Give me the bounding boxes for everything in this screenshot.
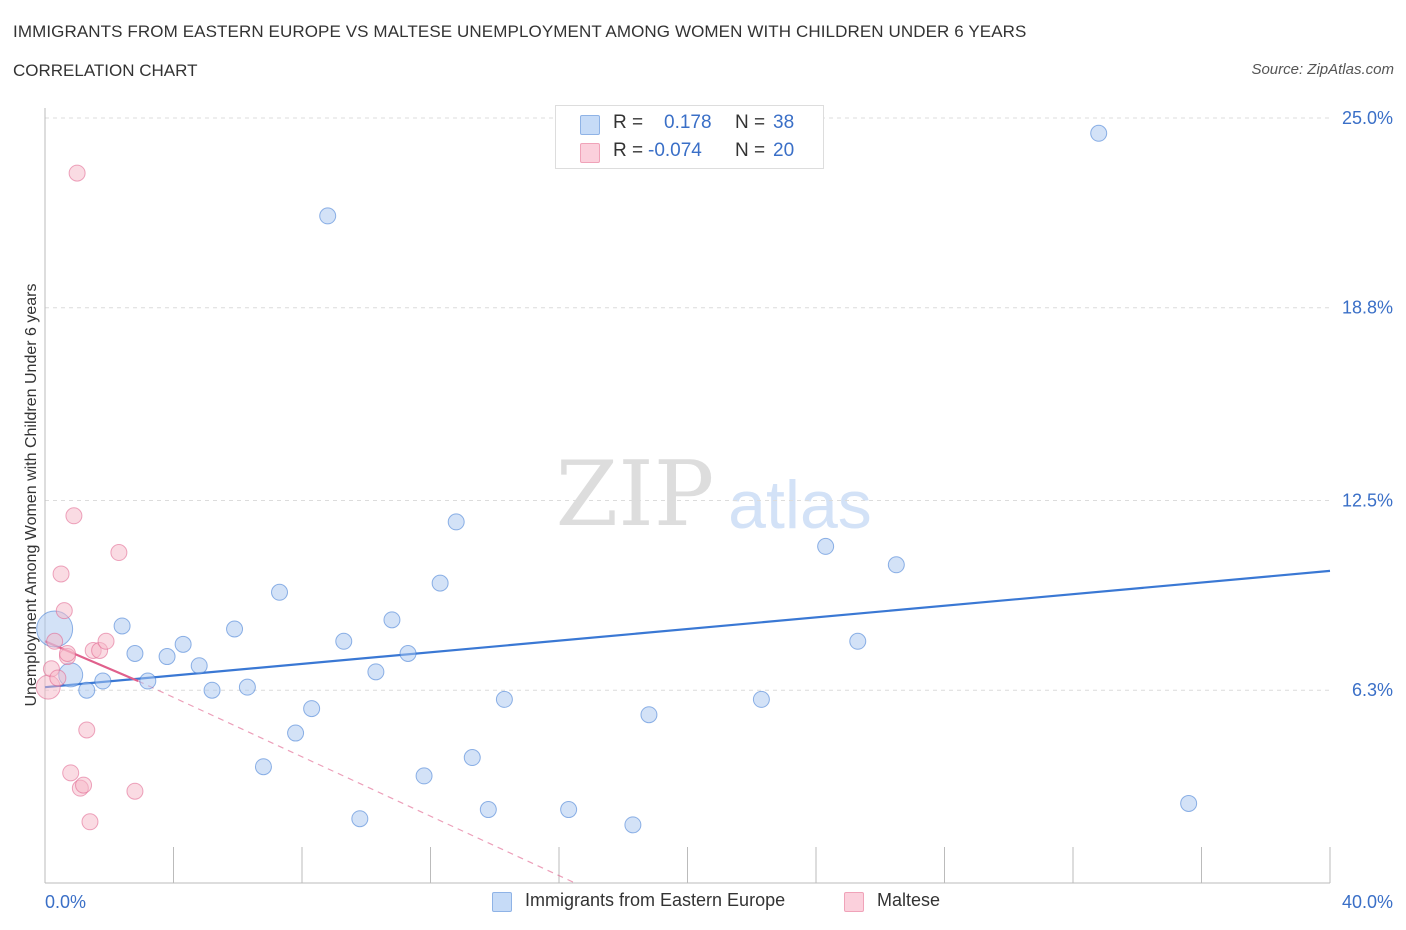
scatter-point-eastern-europe: [319, 207, 337, 225]
scatter-point-eastern-europe: [254, 758, 272, 776]
scatter-point-maltese: [46, 632, 64, 650]
scatter-point-maltese: [58, 645, 76, 662]
scatter-point-eastern-europe: [174, 635, 192, 653]
scatter-point-eastern-europe: [479, 801, 497, 819]
scatter-point-eastern-europe: [126, 645, 144, 662]
source-label: Source: ZipAtlas.com: [1251, 61, 1394, 78]
scatter-point-eastern-europe: [287, 724, 305, 742]
scatter-point-eastern-europe: [351, 810, 369, 828]
scatter-point-maltese: [75, 776, 93, 794]
watermark-atlas: atlas: [728, 467, 872, 543]
legend-n-value-maltese: 20: [773, 140, 795, 161]
scatter-point-eastern-europe: [113, 617, 131, 635]
y-tick-label: 6.3%: [1352, 680, 1393, 700]
bottom-legend-label-maltese: Maltese: [877, 890, 941, 910]
legend-r-value-eastern-europe: 0.178: [664, 112, 712, 133]
scatter-point-eastern-europe: [431, 574, 449, 592]
scatter-point-eastern-europe: [1090, 124, 1108, 142]
scatter-point-eastern-europe: [139, 672, 157, 690]
scatter-point-maltese: [78, 721, 96, 739]
scatter-point-eastern-europe: [190, 657, 208, 675]
y-tick-label: 25.0%: [1342, 108, 1393, 128]
bottom-legend-swatch-eastern-europe: [492, 892, 512, 912]
legend-n-value-eastern-europe: 38: [773, 112, 795, 133]
scatter-point-eastern-europe: [303, 700, 321, 718]
correlation-legend: R = 0.178 N = 38 R = -0.074 N = 20: [555, 105, 824, 169]
trend-line: [44, 640, 139, 683]
scatter-point-eastern-europe: [415, 767, 433, 785]
scatter-point-maltese: [55, 602, 73, 620]
scatter-point-eastern-europe: [447, 513, 465, 531]
scatter-point-maltese: [68, 164, 86, 182]
trend-line: [44, 569, 1331, 689]
scatter-point-eastern-europe: [752, 690, 770, 708]
scatter-point-eastern-europe: [226, 620, 244, 638]
scatter-point-maltese: [110, 544, 128, 562]
x-tick-label: 0.0%: [45, 892, 86, 912]
scatter-point-eastern-europe: [849, 632, 867, 650]
legend-swatch-maltese: [580, 143, 600, 163]
legend-n-label: N =: [735, 112, 766, 133]
bottom-legend-label-eastern-europe: Immigrants from Eastern Europe: [525, 890, 786, 910]
scatter-point-eastern-europe: [624, 816, 642, 834]
watermark-zip: ZIP: [556, 442, 715, 547]
scatter-point-eastern-europe: [887, 556, 905, 574]
legend-swatch-eastern-europe: [580, 115, 600, 135]
chart-subtitle: CORRELATION CHART: [13, 61, 198, 80]
y-axis-label: Unemployment Among Women with Children U…: [23, 283, 40, 707]
scatter-point-eastern-europe: [640, 706, 658, 724]
scatter-point-eastern-europe: [1180, 794, 1198, 812]
scatter-point-eastern-europe: [271, 583, 289, 601]
scatter-point-maltese: [52, 565, 70, 583]
scatter-point-eastern-europe: [495, 690, 513, 708]
scatter-point-eastern-europe: [817, 537, 835, 555]
scatter-point-eastern-europe: [383, 611, 401, 629]
scatter-point-eastern-europe: [158, 648, 176, 666]
y-tick-label: 18.8%: [1342, 298, 1393, 318]
bottom-legend-swatch-maltese: [844, 892, 864, 912]
legend-n-label: N =: [735, 140, 766, 161]
scatter-point-eastern-europe: [335, 632, 353, 650]
scatter-point-maltese: [126, 782, 144, 800]
scatter-point-maltese: [49, 669, 67, 687]
x-tick-label: 40.0%: [1342, 892, 1393, 912]
scatter-point-eastern-europe: [78, 681, 96, 699]
y-tick-label: 12.5%: [1342, 491, 1393, 511]
scatter-point-eastern-europe: [367, 663, 385, 681]
scatter-point-maltese: [81, 813, 99, 831]
legend-r-value-maltese: -0.074: [648, 140, 702, 161]
trend-line-extension: [137, 680, 576, 884]
scatter-point-maltese: [62, 764, 80, 782]
scatter-point-maltese: [65, 507, 83, 525]
scatter-point-maltese: [97, 632, 115, 650]
legend-r-label: R =: [613, 112, 644, 133]
scatter-point-eastern-europe: [399, 645, 417, 662]
chart-title: IMMIGRANTS FROM EASTERN EUROPE VS MALTES…: [13, 22, 1027, 41]
scatter-point-eastern-europe: [560, 801, 578, 819]
scatter-point-eastern-europe: [94, 672, 112, 690]
scatter-point-eastern-europe: [238, 678, 256, 696]
legend-r-label: R =: [613, 140, 644, 161]
scatter-point-eastern-europe: [463, 749, 481, 767]
scatter-point-eastern-europe: [203, 681, 221, 699]
